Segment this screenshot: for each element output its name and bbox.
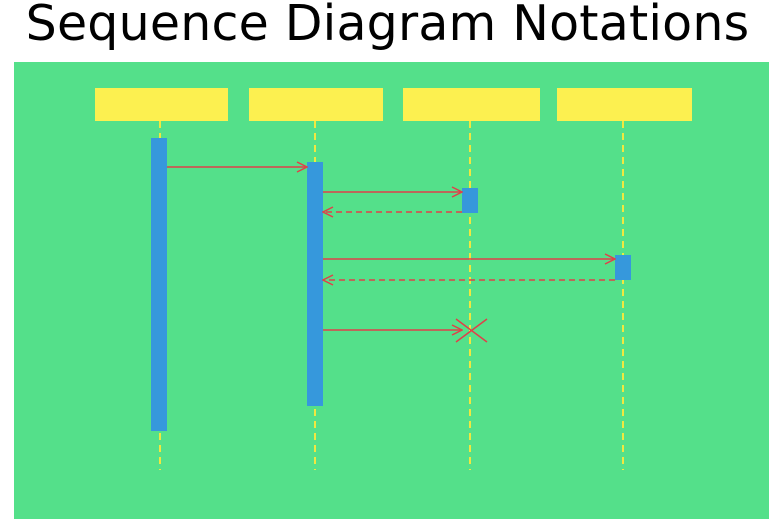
participant-box-4	[557, 88, 692, 121]
activation-bar-1	[151, 138, 167, 431]
activation-bar-3	[462, 188, 478, 213]
activation-bar-2	[307, 162, 323, 406]
participant-box-2	[249, 88, 383, 121]
participant-box-1	[95, 88, 228, 121]
participant-box-3	[403, 88, 540, 121]
activation-bar-4	[615, 255, 631, 280]
